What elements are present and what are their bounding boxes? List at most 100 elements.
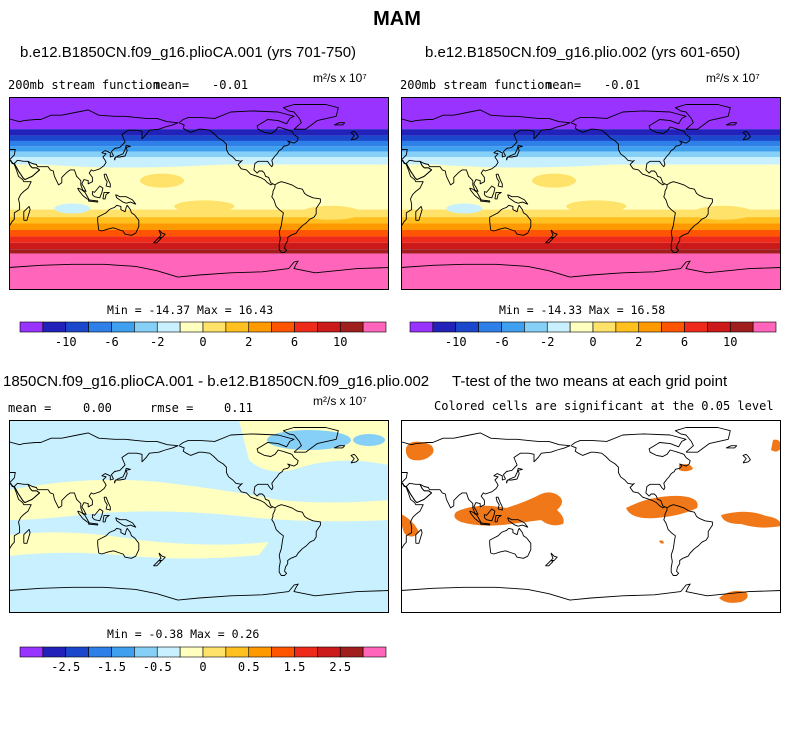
colorbar-swatch-0 [19,321,44,333]
colorbar-swatch-10 [248,646,272,658]
coast-new-guinea [115,517,137,528]
coast-north-america [178,110,299,186]
colorbar-swatch-11 [271,646,295,658]
panel2-map [401,97,781,290]
colorbar-swatch-10 [248,321,272,333]
panel3-title: 1850CN.f09_g16.plioCA.001 - b.e12.B1850C… [3,373,430,390]
coast-madagascar [415,205,423,221]
coast-south-america [663,181,713,253]
band-5 [9,151,389,159]
feature-indian-low [54,203,91,214]
colorbar-swatch-2 [65,646,89,658]
band-15 [9,249,389,254]
coast-borneo [91,185,104,199]
colorbar-tick-label: 2.5 [329,660,352,674]
colorbar-tick-label: 10 [723,335,738,349]
coast-new-zealand [550,552,558,561]
colorbar-tick-label: -10 [444,335,467,349]
band-2 [9,135,389,141]
panel1-title: b.e12.B1850CN.f09_g16.plioCA.001 (yrs 70… [20,44,357,61]
coast-iceland [333,122,346,126]
colorbar-tick-label: -6 [494,335,509,349]
significant-region-8 [659,540,664,544]
coast-iceland [725,122,738,126]
panel1-minmax: Min = -14.37 Max = 16.43 [107,303,274,317]
panel2-title: b.e12.B1850CN.f09_g16.plio.002 (yrs 601-… [425,44,741,61]
colorbar-swatch-6 [156,646,181,658]
significant-region-6 [721,511,781,528]
colorbar-tick-label: 0 [199,335,207,349]
band-0 [9,97,389,130]
colorbar-swatch-6 [546,321,571,333]
colorbar-swatch-9 [225,646,250,658]
coast-sumatra [469,510,482,524]
significant-region-3 [454,492,564,526]
colorbar-swatch-1 [42,646,67,658]
coast-africa [9,482,32,551]
colorbar-swatch-2 [455,321,479,333]
colorbar-swatch-13 [707,321,731,333]
coast-borneo [483,185,496,199]
coast-antarctica [401,260,781,278]
panel2-mean-label: mean= [545,78,582,92]
colorbar-swatch-14 [729,321,754,333]
panel2-minmax: Min = -14.33 Max = 16.58 [499,303,666,317]
coast-new-zealand-south [153,237,162,244]
colorbar-swatch-7 [179,321,204,333]
coast-sumatra [469,187,482,201]
significant-region-0 [405,441,434,461]
colorbar-swatch-9 [225,321,250,333]
colorbar-swatch-11 [271,321,295,333]
panel3-mean-value: 0.00 [83,401,112,415]
panel4-subtitle: Colored cells are significant at the 0.0… [434,399,774,413]
coast-philippines [103,173,111,188]
colorbar-tick-label: 6 [680,335,689,349]
colorbar-tick-label: 1.5 [283,660,306,674]
colorbar-swatch-13 [317,321,341,333]
coast-australia [489,204,532,236]
coast-madagascar [23,205,31,221]
colorbar-swatch-5 [134,646,158,658]
coast-new-zealand [158,552,166,561]
coast-africa [401,482,424,551]
coast-new-zealand [158,229,166,238]
band-14 [9,242,389,250]
colorbar-swatch-13 [317,646,341,658]
colorbar-swatch-4 [111,321,135,333]
coast-philippines [495,496,503,511]
panel1-colorbar [19,321,387,333]
colorbar-tick-label: 2 [635,335,643,349]
colorbar-swatch-8 [202,646,227,658]
coast-australia [97,527,140,559]
coast-borneo [91,508,104,522]
coast-philippines [103,496,111,511]
colorbar-swatch-4 [501,321,525,333]
coast-eurasia [9,109,179,192]
band-16 [401,253,781,290]
figure-title: MAM [373,8,421,30]
feature-south-atlantic [692,205,753,220]
band-13 [401,236,781,243]
feature-south-pacific [174,200,235,213]
colorbar-swatch-0 [19,646,44,658]
band-1 [9,129,389,136]
coast-uk [350,130,359,141]
band-15 [401,249,781,254]
coast-uk [350,453,359,464]
feature-indian-low [446,203,483,214]
coast-new-zealand-south [153,560,162,567]
panel1-mean-label: mean= [153,78,190,92]
band-9 [401,209,781,218]
band-2 [401,135,781,141]
colorbar-swatch-8 [592,321,617,333]
coast-uk [742,453,751,464]
coast-new-guinea [507,517,529,528]
coast-madagascar [23,528,31,544]
panel1-mean-value: -0.01 [212,78,249,92]
colorbar-swatch-4 [111,646,135,658]
coast-north-america [570,110,691,186]
coast-iceland [725,445,738,449]
panel3-rmse-value: 0.11 [224,401,253,415]
coast-japan [114,144,131,161]
band-10 [9,217,389,224]
